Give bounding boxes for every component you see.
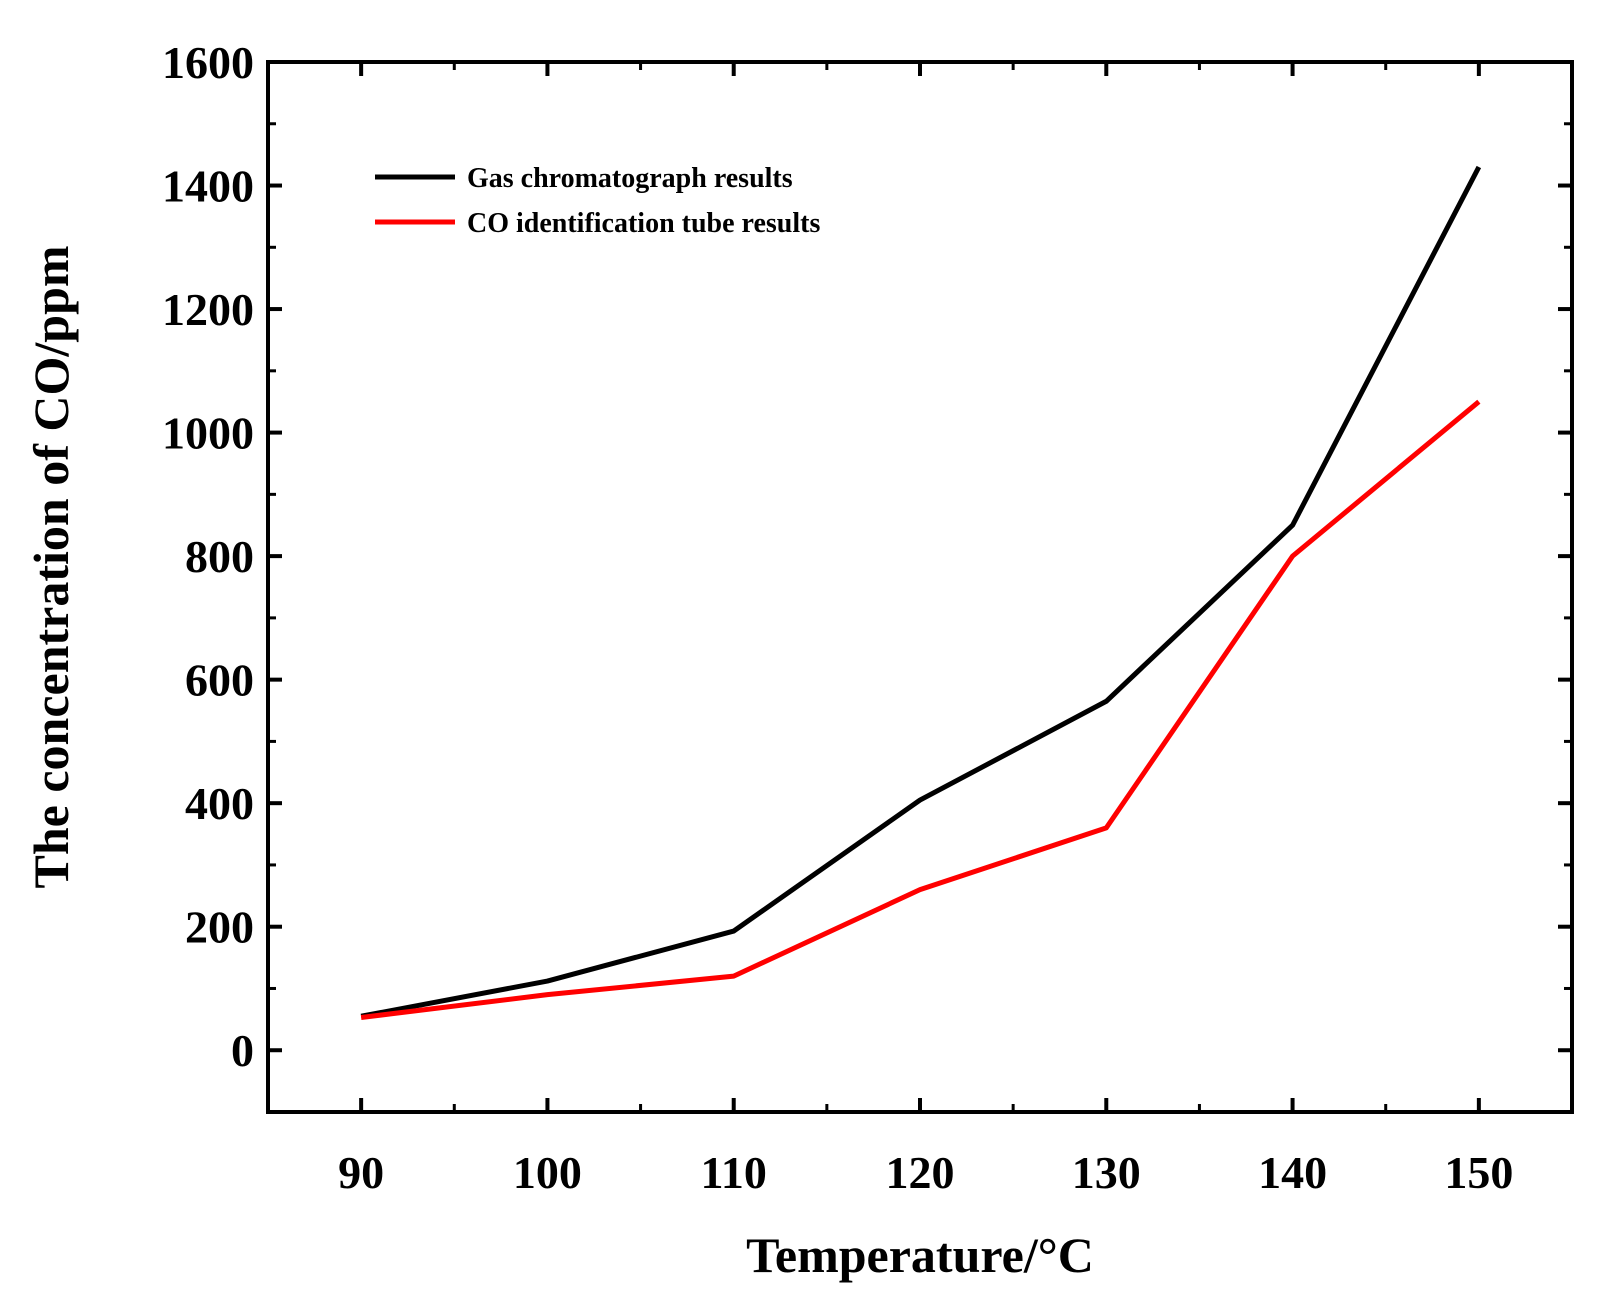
ticks-layer: 90 100 110 120 130 140 150 0 200 400 600 800 1000 120… — [162, 37, 1574, 1198]
y-tick-label: 200 — [185, 902, 254, 953]
series-line-gas-chromatograph — [360, 165, 1482, 1019]
x-tick-label: 100 — [513, 1147, 582, 1198]
legend-label-co-identification-tube: CO identification tube results — [467, 208, 820, 239]
legend-label-gas-chromatograph: Gas chromatograph results — [467, 163, 793, 194]
y-tick-label: 800 — [185, 531, 254, 582]
y-tick-label: 1600 — [162, 37, 254, 88]
series-layer — [360, 165, 1482, 1020]
y-axis-title: The concentration of CO/ppm — [23, 245, 79, 888]
y-tick-label: 1000 — [162, 408, 254, 459]
x-tick-label: 140 — [1258, 1147, 1327, 1198]
series-line-co-identification-tube — [360, 399, 1481, 1020]
y-tick-label: 600 — [185, 655, 254, 706]
y-tick-label: 400 — [185, 778, 254, 829]
y-tick-label: 1400 — [162, 161, 254, 212]
plot-frame — [266, 60, 1574, 1114]
y-tick-label: 0 — [231, 1025, 254, 1076]
legend: Gas chromatograph results CO identificat… — [375, 163, 820, 239]
x-tick-label: 120 — [886, 1147, 955, 1198]
x-tick-label: 90 — [338, 1147, 384, 1198]
x-axis-title: Temperature/°C — [746, 1227, 1094, 1283]
x-tick-label: 110 — [700, 1147, 766, 1198]
x-tick-label: 150 — [1444, 1147, 1513, 1198]
x-tick-label: 130 — [1072, 1147, 1141, 1198]
y-tick-label: 1200 — [162, 284, 254, 335]
